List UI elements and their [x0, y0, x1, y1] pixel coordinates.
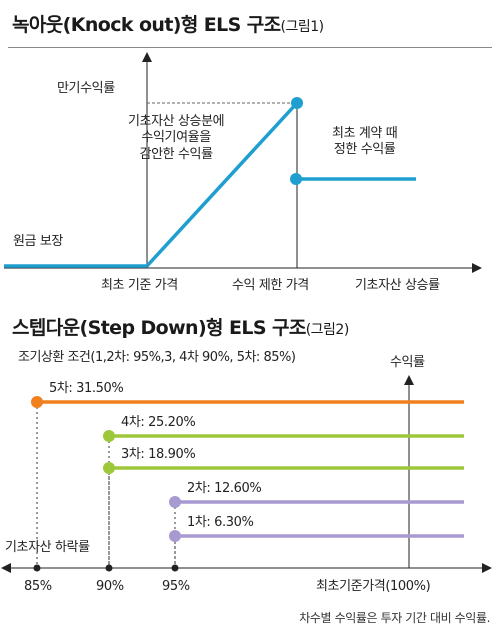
- fig1-fixed-return-line-text: 정한 수익률: [333, 142, 396, 158]
- fig2-x-axis-label: 기초자산 하락률: [5, 540, 90, 555]
- fig1-annotation-line: 감안한 수익률: [139, 146, 213, 162]
- fig1-annotation-line: 기초자산 상승분에: [128, 114, 225, 129]
- fig1-fixed-return-label: 최초 계약 때 정한 수익률: [332, 126, 398, 159]
- figure1-title-text: 녹아웃(Knock out)형 ELS 구조: [12, 14, 281, 36]
- fig1-annotation: 기초자산 상승분에 수익기여율을 감안한 수익률: [128, 114, 225, 163]
- fig1-annotation-line: 수익기여율을: [141, 130, 211, 146]
- figure2-title-sub: (그림2): [305, 322, 350, 338]
- fig2-return-label: 3차: 18.90%: [121, 447, 196, 462]
- fig1-principal-label: 원금 보장: [13, 234, 63, 249]
- figure1-title-sub: (그림1): [280, 19, 325, 35]
- fig2-return-label: 4차: 25.20%: [121, 415, 196, 430]
- fig2-return-rows: [31, 396, 464, 568]
- fig1-x-axis-arrow: [472, 263, 482, 273]
- fig1-x-label-rise: 기초자산 상승률: [355, 278, 440, 293]
- fig2-tick-label-95: 95%: [162, 579, 190, 594]
- fig1-x-label-cap: 수익 제한 가격: [232, 278, 309, 293]
- fig1-x-label-initial: 최초 기준 가격: [101, 278, 178, 293]
- fig2-return-point: [169, 530, 181, 542]
- fig2-return-point: [31, 396, 43, 408]
- fig1-fixed-return-point: [290, 173, 302, 185]
- fig2-return-label: 1차: 6.30%: [187, 515, 254, 530]
- fig2-return-point: [103, 462, 115, 474]
- figure1-title: 녹아웃(Knock out)형 ELS 구조(그림1): [12, 10, 324, 37]
- section-divider: [8, 47, 492, 48]
- fig2-y-axis-arrow: [404, 375, 414, 385]
- fig2-tick-95: [171, 564, 179, 572]
- fig1-fixed-return-line-text: 최초 계약 때: [332, 126, 398, 141]
- figure2-title: 스텝다운(Step Down)형 ELS 구조(그림2): [12, 313, 349, 340]
- fig2-condition: 조기상환 조건(1,2차: 95%,3, 4차 90%, 5차: 85%): [18, 350, 296, 365]
- fig1-y-label: 만기수익률: [57, 81, 115, 96]
- fig1-participation-line: [145, 101, 299, 268]
- fig2-tick-label-90: 90%: [96, 579, 124, 594]
- fig1-y-axis-arrow: [142, 52, 152, 62]
- fig2-return-point: [169, 496, 181, 508]
- fig2-tick-90: [105, 564, 113, 572]
- fig2-return-point: [103, 430, 115, 442]
- fig2-tick-85: [33, 564, 41, 572]
- fig2-return-label: 5차: 31.50%: [49, 381, 124, 396]
- fig2-base-label: 최초기준가격(100%): [316, 579, 431, 594]
- fig2-x-axis-arrow-left: [1, 563, 11, 573]
- figure2-title-text: 스텝다운(Step Down)형 ELS 구조: [12, 317, 306, 339]
- footnote: 차수별 수익률은 투자 기간 대비 수익률.: [299, 611, 490, 625]
- fig2-return-label: 2차: 12.60%: [187, 481, 262, 496]
- fig2-x-axis-arrow-right: [482, 563, 492, 573]
- fig2-y-label: 수익률: [390, 355, 425, 370]
- fig1-max-return-point: [291, 97, 303, 109]
- fig2-tick-label-85: 85%: [24, 579, 52, 594]
